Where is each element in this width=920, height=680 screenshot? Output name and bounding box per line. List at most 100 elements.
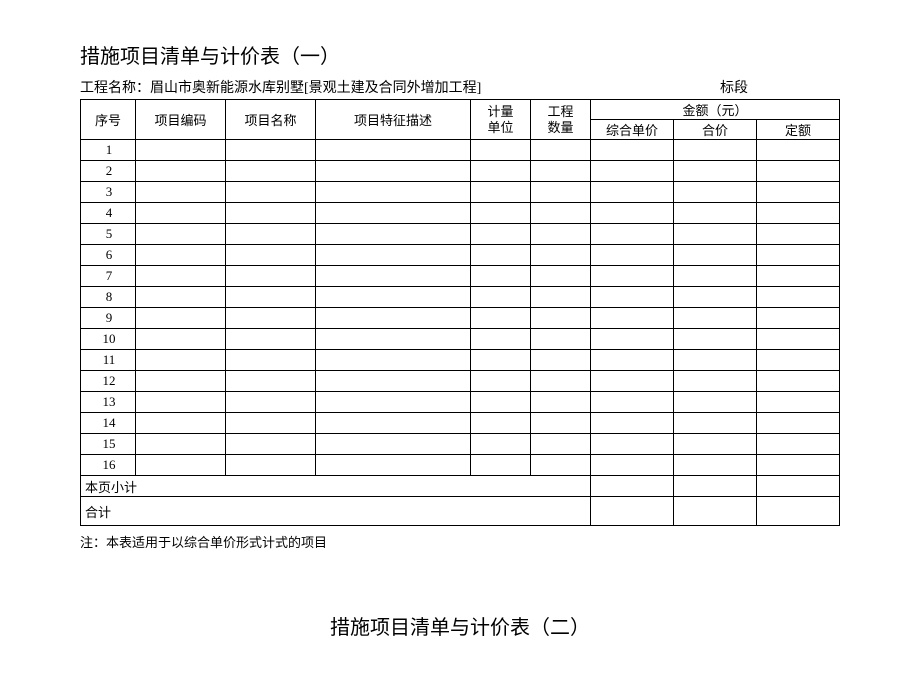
cell xyxy=(226,350,316,371)
th-seq: 序号 xyxy=(81,100,136,140)
cell xyxy=(316,413,471,434)
cell xyxy=(757,455,840,476)
row-num: 15 xyxy=(81,434,136,455)
cell xyxy=(471,203,531,224)
table-title-2: 措施项目清单与计价表（二） xyxy=(80,611,840,640)
row-num: 7 xyxy=(81,266,136,287)
cell xyxy=(591,350,674,371)
table-row: 15 xyxy=(81,434,840,455)
cell xyxy=(591,287,674,308)
cell xyxy=(674,140,757,161)
subtotal-row: 本页小计 xyxy=(81,476,840,497)
project-name: 眉山市奥新能源水库别墅[景观土建及合同外增加工程] xyxy=(150,77,481,97)
total-row: 合计 xyxy=(81,497,840,526)
cell xyxy=(136,392,226,413)
cell xyxy=(136,140,226,161)
cell xyxy=(226,161,316,182)
cell xyxy=(316,161,471,182)
table-row: 6 xyxy=(81,245,840,266)
cell xyxy=(226,203,316,224)
cell xyxy=(136,371,226,392)
row-num: 12 xyxy=(81,371,136,392)
cell xyxy=(136,182,226,203)
row-num: 8 xyxy=(81,287,136,308)
cell xyxy=(226,329,316,350)
cell xyxy=(757,245,840,266)
cell xyxy=(757,497,840,526)
cell xyxy=(226,308,316,329)
cell xyxy=(674,455,757,476)
cell xyxy=(316,455,471,476)
cell xyxy=(226,182,316,203)
table-row: 13 xyxy=(81,392,840,413)
cell xyxy=(471,413,531,434)
cell xyxy=(674,266,757,287)
cell xyxy=(316,434,471,455)
cell xyxy=(136,161,226,182)
cell xyxy=(226,287,316,308)
cell xyxy=(316,329,471,350)
th-unit: 计量 单位 xyxy=(471,100,531,140)
cell xyxy=(531,350,591,371)
cell xyxy=(591,182,674,203)
cell xyxy=(674,434,757,455)
cell xyxy=(316,203,471,224)
row-num: 13 xyxy=(81,392,136,413)
th-desc: 项目特征描述 xyxy=(316,100,471,140)
cell xyxy=(531,266,591,287)
th-qty: 工程 数量 xyxy=(531,100,591,140)
cell xyxy=(591,434,674,455)
pricing-table: 序号 项目编码 项目名称 项目特征描述 计量 单位 工程 数量 金额（元） 综合… xyxy=(80,99,840,526)
cell xyxy=(591,371,674,392)
cell xyxy=(226,245,316,266)
cell xyxy=(316,224,471,245)
cell xyxy=(757,287,840,308)
cell xyxy=(674,161,757,182)
cell xyxy=(591,203,674,224)
cell xyxy=(591,161,674,182)
cell xyxy=(757,161,840,182)
project-label: 工程名称： xyxy=(80,77,150,97)
cell xyxy=(316,308,471,329)
cell xyxy=(674,224,757,245)
cell xyxy=(136,413,226,434)
cell xyxy=(226,392,316,413)
cell xyxy=(674,497,757,526)
cell xyxy=(757,371,840,392)
cell xyxy=(757,476,840,497)
cell xyxy=(136,329,226,350)
table-row: 1 xyxy=(81,140,840,161)
cell xyxy=(591,476,674,497)
cell xyxy=(226,455,316,476)
cell xyxy=(316,350,471,371)
cell xyxy=(136,245,226,266)
cell xyxy=(316,371,471,392)
cell xyxy=(136,308,226,329)
table-row: 10 xyxy=(81,329,840,350)
th-amount: 金额（元） xyxy=(591,100,840,120)
cell xyxy=(757,329,840,350)
row-num: 2 xyxy=(81,161,136,182)
cell xyxy=(591,455,674,476)
cell xyxy=(757,413,840,434)
row-num: 1 xyxy=(81,140,136,161)
table-row: 5 xyxy=(81,224,840,245)
row-num: 9 xyxy=(81,308,136,329)
cell xyxy=(531,203,591,224)
cell xyxy=(226,371,316,392)
cell xyxy=(757,392,840,413)
row-num: 11 xyxy=(81,350,136,371)
row-num: 10 xyxy=(81,329,136,350)
row-num: 6 xyxy=(81,245,136,266)
cell xyxy=(316,266,471,287)
cell xyxy=(674,476,757,497)
cell xyxy=(674,245,757,266)
cell xyxy=(471,182,531,203)
cell xyxy=(531,434,591,455)
cell xyxy=(136,266,226,287)
cell xyxy=(531,161,591,182)
cell xyxy=(226,434,316,455)
table-row: 14 xyxy=(81,413,840,434)
cell xyxy=(674,329,757,350)
cell xyxy=(471,329,531,350)
